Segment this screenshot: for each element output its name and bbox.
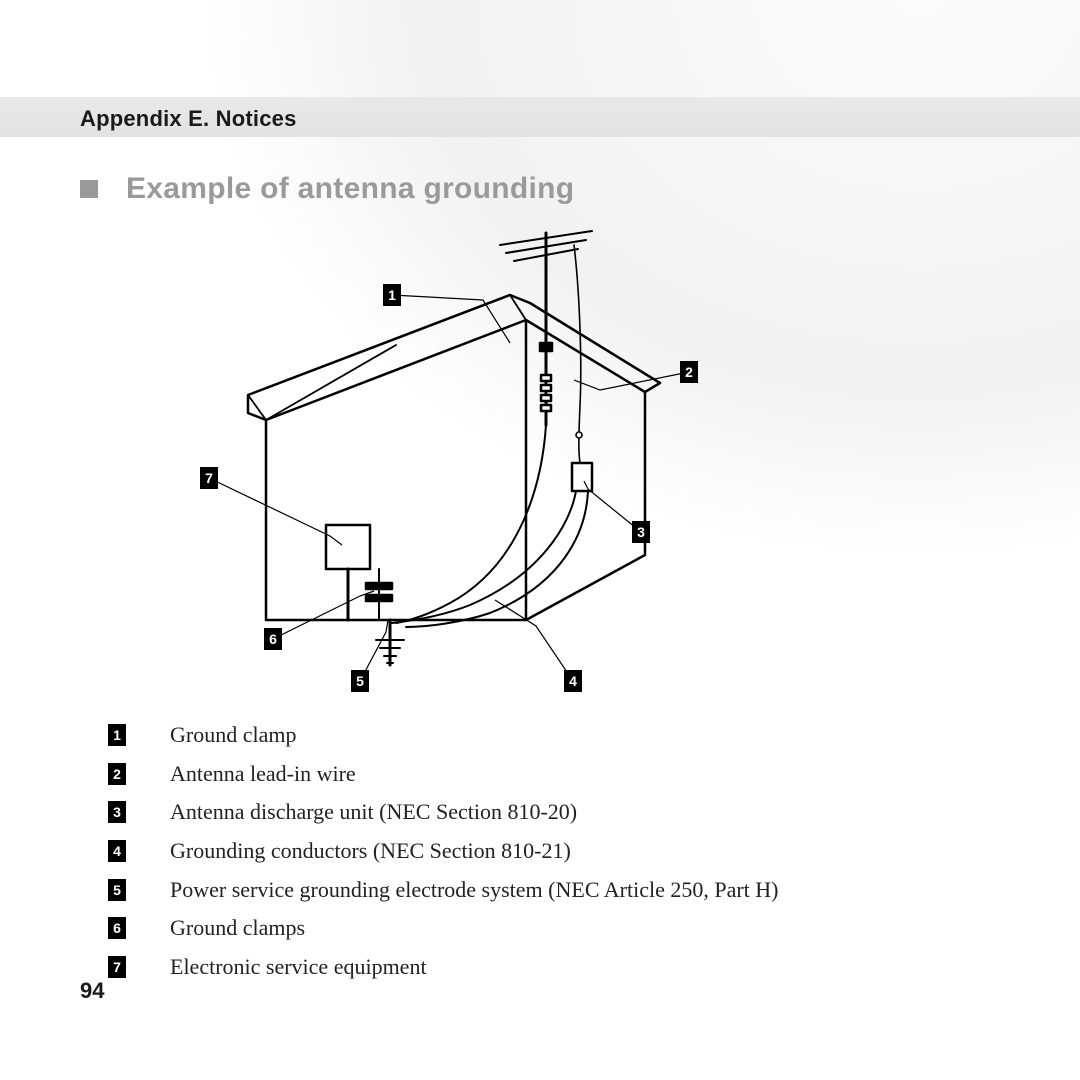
legend-row: 1 Ground clamp (108, 720, 779, 750)
callout-badge: 1 (383, 284, 401, 306)
legend-badge: 5 (108, 879, 126, 901)
legend-text: Antenna discharge unit (NEC Section 810-… (170, 797, 577, 827)
legend-row: 2 Antenna lead-in wire (108, 759, 779, 789)
legend-text: Power service grounding electrode system… (170, 875, 779, 905)
legend-text: Ground clamp (170, 720, 296, 750)
antenna-grounding-diagram: 1 2 3 4 5 6 7 (170, 225, 730, 695)
callout-badge: 3 (632, 521, 650, 543)
section-heading-row: Example of antenna grounding (80, 172, 574, 206)
legend-badge: 6 (108, 917, 126, 939)
callout-badge: 2 (680, 361, 698, 383)
legend-text: Electronic service equipment (170, 952, 427, 982)
legend-row: 3 Antenna discharge unit (NEC Section 81… (108, 797, 779, 827)
legend-badge: 3 (108, 801, 126, 823)
legend-row: 6 Ground clamps (108, 913, 779, 943)
legend-text: Ground clamps (170, 913, 305, 943)
legend-badge: 7 (108, 956, 126, 978)
callout-badge: 4 (564, 670, 582, 692)
callout-badge: 5 (351, 670, 369, 692)
appendix-title: Appendix E. Notices (80, 106, 297, 132)
callout-badge: 6 (264, 628, 282, 650)
legend-text: Antenna lead-in wire (170, 759, 356, 789)
legend-row: 4 Grounding conductors (NEC Section 810-… (108, 836, 779, 866)
legend-row: 7 Electronic service equipment (108, 952, 779, 982)
legend-badge: 1 (108, 724, 126, 746)
legend-row: 5 Power service grounding electrode syst… (108, 875, 779, 905)
legend-list: 1 Ground clamp 2 Antenna lead-in wire 3 … (108, 720, 779, 991)
section-title: Example of antenna grounding (126, 172, 574, 206)
legend-text: Grounding conductors (NEC Section 810-21… (170, 836, 571, 866)
page-number: 94 (80, 978, 104, 1004)
square-bullet-icon (80, 180, 98, 198)
legend-badge: 4 (108, 840, 126, 862)
callout-badge: 7 (200, 467, 218, 489)
legend-badge: 2 (108, 763, 126, 785)
